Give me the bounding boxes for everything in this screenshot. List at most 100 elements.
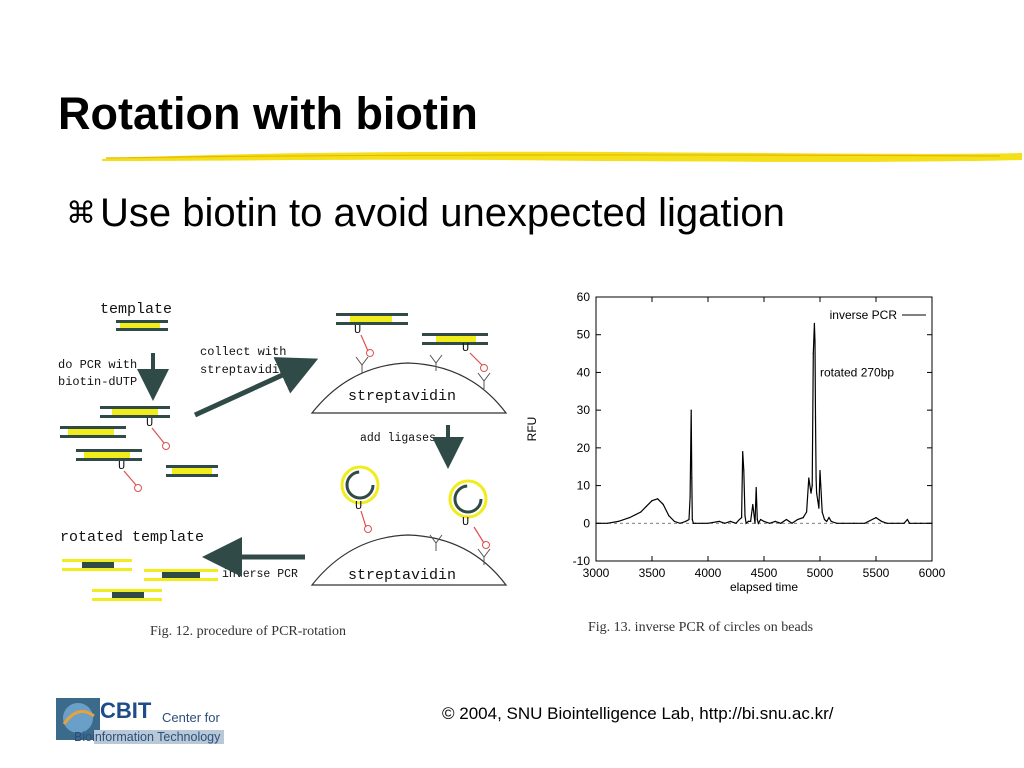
svg-text:U: U (118, 459, 125, 473)
y-tick-label: -10 (573, 554, 591, 568)
data-point (931, 522, 933, 524)
y-tick-label: 40 (577, 365, 591, 379)
logo-line-1: Center for (162, 710, 220, 725)
data-point (673, 520, 675, 522)
annotation: rotated 270bp (820, 365, 894, 379)
data-point (729, 520, 731, 522)
data-point (805, 511, 808, 513)
data-point (755, 486, 757, 489)
data-point (818, 507, 820, 509)
inverse-pcr-label: inverse PCR (222, 568, 298, 581)
data-point (819, 469, 821, 472)
data-point (802, 517, 804, 519)
data-point (828, 517, 830, 519)
template-label: template (100, 301, 172, 318)
template-dna (116, 320, 168, 331)
data-point (691, 477, 693, 479)
y-axis-label: RFU (525, 417, 539, 442)
data-point (774, 520, 776, 522)
footer-copyright: © 2004, SNU Biointelligence Lab, http://… (442, 704, 834, 723)
x-tick-label: 4000 (695, 566, 722, 580)
data-point (640, 511, 642, 513)
data-point (815, 477, 817, 479)
rotated-templates (62, 559, 218, 601)
x-tick-label: 3000 (583, 566, 610, 580)
data-point (906, 518, 908, 521)
bullet-text: Use biotin to avoid unexpected ligation (100, 191, 785, 235)
data-point (841, 522, 843, 524)
data-point (886, 522, 888, 524)
x-tick-label: 4500 (751, 566, 778, 580)
data-point (909, 522, 911, 524)
bullet-glyph: ⌘ (66, 197, 96, 230)
data-point (595, 522, 597, 524)
data-point (645, 505, 647, 507)
x-tick-label: 6000 (919, 566, 946, 580)
data-point (692, 522, 695, 524)
data-point (695, 522, 697, 524)
data-point (897, 522, 899, 524)
y-tick-label: 0 (583, 516, 590, 530)
svg-text:U: U (354, 323, 361, 337)
data-point (763, 520, 765, 522)
data-point (920, 522, 922, 524)
data-point (742, 451, 744, 453)
collect-label-1: collect with (200, 345, 286, 359)
streptavidin-bead-bottom: streptavidin U U (310, 465, 508, 586)
data-point (814, 341, 816, 343)
data-point (813, 322, 815, 324)
streptavidin-bead-top: streptavidin U U (310, 313, 508, 414)
y-tick-label: 10 (577, 479, 591, 493)
pcr-products: U U (60, 406, 218, 492)
logo-mark: CBIT (100, 698, 152, 723)
data-point (651, 500, 653, 502)
y-tick-label: 30 (577, 403, 591, 417)
data-point (816, 492, 818, 494)
y-tick-label: 20 (577, 441, 591, 455)
svg-text:U: U (355, 499, 362, 513)
data-point (903, 522, 905, 524)
x-tick-label: 5000 (807, 566, 834, 580)
rotated-template-label: rotated template (60, 529, 204, 546)
data-point (892, 522, 894, 524)
collect-label-2: streptavidin (200, 363, 286, 377)
data-point (821, 511, 823, 513)
data-point (679, 522, 681, 524)
pcr-step-label-2: biotin-dUTP (58, 375, 137, 389)
data-point (668, 515, 670, 517)
data-point (780, 522, 782, 524)
bullet-point: ⌘ Use biotin to avoid unexpected ligation (66, 191, 785, 236)
data-point (812, 352, 814, 355)
data-point (747, 520, 749, 522)
data-point (707, 522, 709, 524)
data-point (760, 518, 762, 521)
data-point (864, 522, 866, 524)
data-point (881, 520, 883, 522)
data-point (785, 518, 787, 521)
slide-title: Rotation with biotin (58, 88, 478, 139)
bead-label-top: streptavidin (348, 388, 456, 405)
series-line-0 (596, 323, 932, 525)
legend-label: inverse PCR (830, 308, 898, 322)
data-point (617, 520, 619, 522)
data-point (814, 417, 817, 419)
data-point (823, 518, 826, 521)
x-tick-label: 3500 (639, 566, 666, 580)
data-point (810, 492, 812, 494)
y-tick-label: 50 (577, 328, 591, 342)
data-point (830, 520, 832, 522)
cbit-logo: CBIT Center for Bioinformation Technolog… (56, 698, 224, 744)
logo-line-2: Bioinformation Technology (74, 730, 221, 744)
data-point (629, 517, 631, 519)
collect-arrow (193, 357, 319, 418)
pcr-rotation-diagram: template do PCR with biotin-dUTP collect… (58, 301, 508, 639)
data-point (769, 522, 771, 524)
data-point (754, 522, 756, 524)
data-point (756, 518, 758, 521)
data-point (757, 522, 759, 524)
data-point (718, 520, 720, 522)
data-point (914, 522, 916, 524)
data-point (811, 484, 813, 487)
data-point (836, 522, 838, 524)
data-point (752, 503, 754, 506)
